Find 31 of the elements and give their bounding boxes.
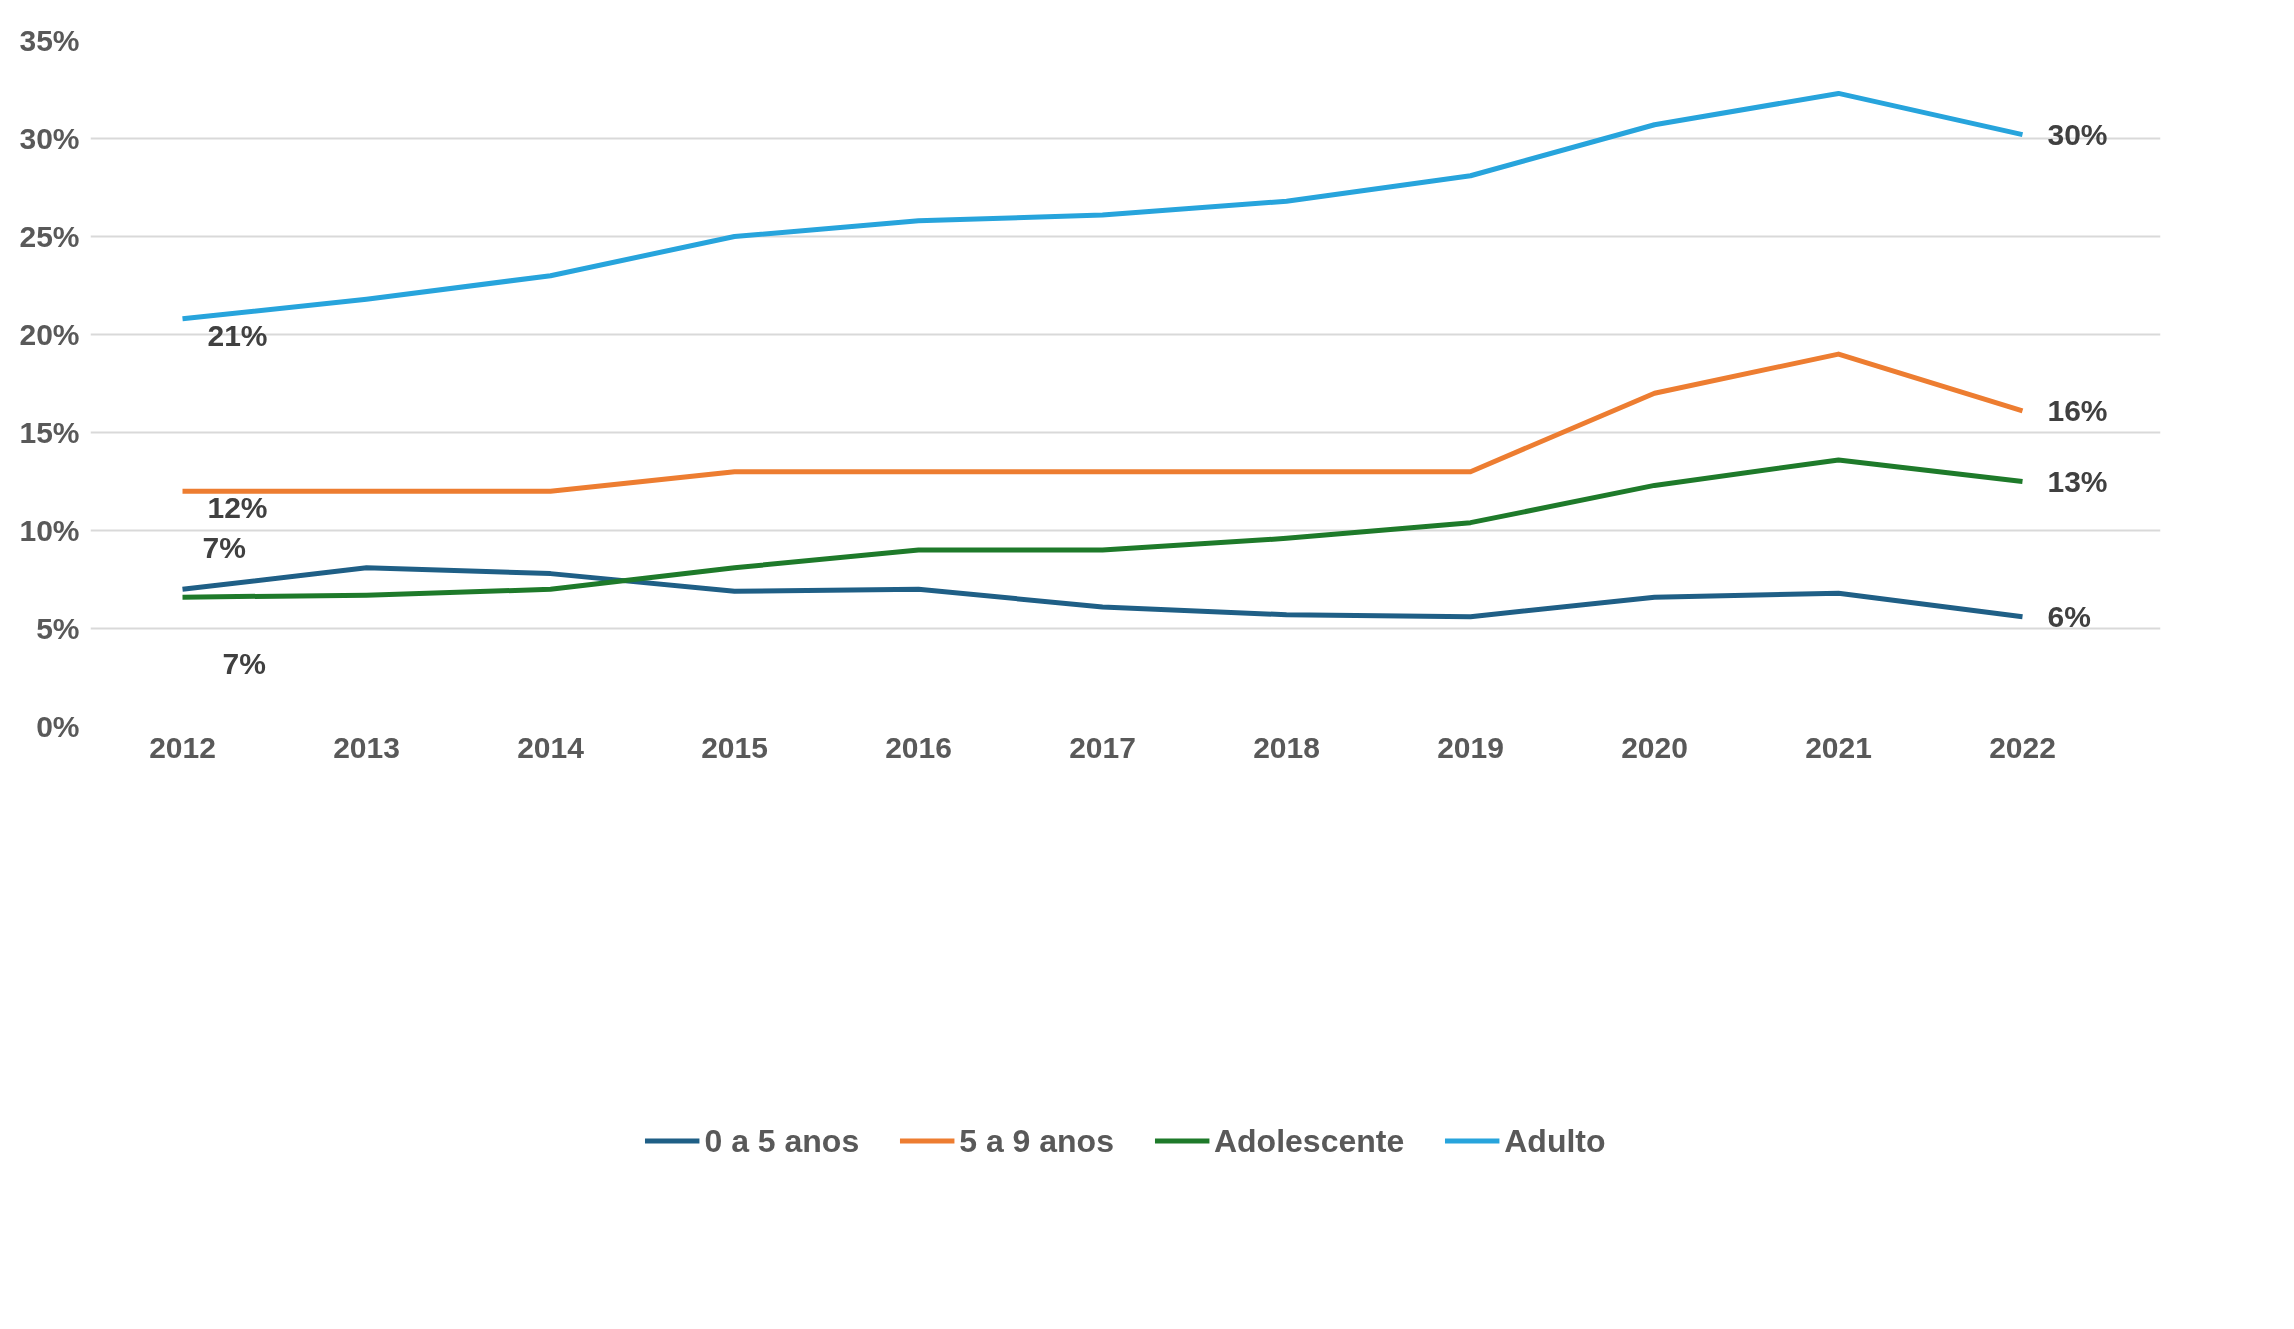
data-label: 6% <box>2047 600 2091 634</box>
x-tick-label: 2022 <box>1989 730 2056 764</box>
data-label: 13% <box>2047 465 2108 498</box>
legend-label: 5 a 9 anos <box>959 1122 1114 1160</box>
y-tick-label: 15% <box>19 416 80 449</box>
data-label: 30% <box>2047 118 2108 152</box>
y-tick-label: 20% <box>19 318 80 351</box>
legend-label: Adolescente <box>1213 1122 1405 1160</box>
x-tick-label: 2017 <box>1069 730 1136 764</box>
data-label: 7% <box>202 531 246 565</box>
data-label: 16% <box>2047 394 2108 428</box>
x-tick-label: 2012 <box>149 730 216 764</box>
data-label: 7% <box>222 647 266 681</box>
x-tick-label: 2019 <box>1437 730 1504 764</box>
data-label: 12% <box>207 491 268 525</box>
x-tick-label: 2016 <box>885 730 952 764</box>
legend-label: Adulto <box>1504 1122 1606 1160</box>
legend-label: 0 a 5 anos <box>704 1122 860 1160</box>
x-tick-label: 2013 <box>333 730 400 764</box>
y-tick-label: 0% <box>36 710 80 743</box>
y-tick-label: 35% <box>19 24 80 57</box>
x-tick-label: 2021 <box>1805 730 1872 764</box>
x-tick-label: 2015 <box>701 730 768 764</box>
y-tick-label: 5% <box>36 612 80 645</box>
y-tick-label: 10% <box>19 514 80 547</box>
y-tick-label: 30% <box>19 122 80 155</box>
data-label: 21% <box>207 318 268 352</box>
x-tick-label: 2018 <box>1253 730 1320 764</box>
y-tick-label: 25% <box>19 220 80 253</box>
x-tick-label: 2014 <box>517 730 585 764</box>
x-tick-label: 2020 <box>1621 730 1688 764</box>
